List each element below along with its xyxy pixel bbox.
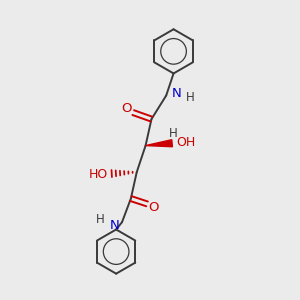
Text: H: H xyxy=(186,92,195,104)
Text: N: N xyxy=(110,219,120,232)
Text: N: N xyxy=(172,87,181,100)
Text: H: H xyxy=(169,127,177,140)
Text: HO: HO xyxy=(88,168,108,181)
Text: OH: OH xyxy=(176,136,195,149)
Text: O: O xyxy=(148,201,159,214)
Text: O: O xyxy=(122,102,132,115)
Polygon shape xyxy=(146,140,172,147)
Text: H: H xyxy=(96,213,105,226)
